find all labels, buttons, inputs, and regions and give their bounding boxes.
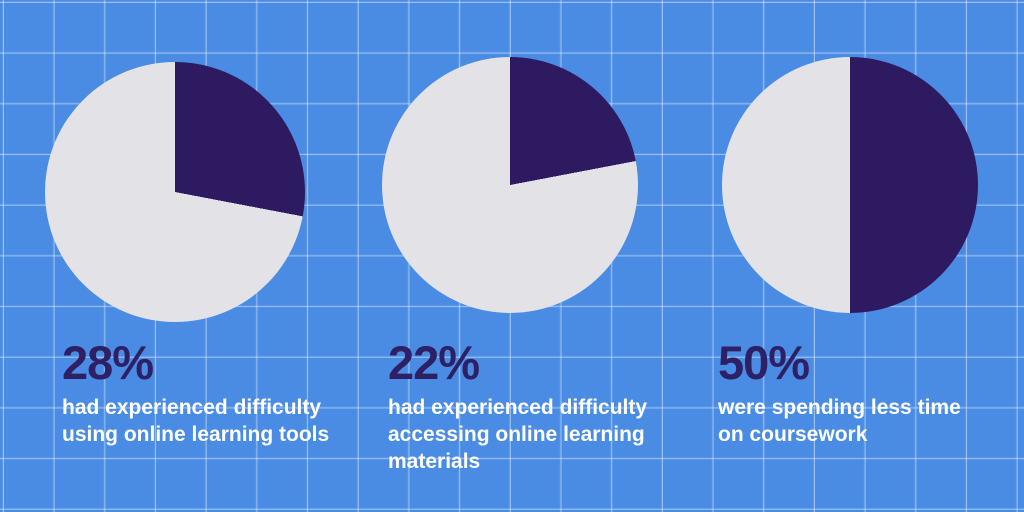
stat-block-1: 28% had experienced difficulty using onl… [62, 336, 362, 448]
pie-chart-online-learning-materials [382, 57, 638, 313]
stat-description-2: had experienced difficulty accessing onl… [388, 395, 648, 473]
stat-block-2: 22% had experienced difficulty accessing… [388, 336, 688, 475]
stat-number-1: 28% [62, 336, 154, 389]
stat-number-2: 22% [388, 336, 480, 389]
stat-block-3: 50% were spending less time on coursewor… [718, 336, 1018, 448]
pie-chart-less-time-coursework [722, 57, 978, 313]
stat-number-3: 50% [718, 336, 810, 389]
pie-chart-online-learning-tools [45, 62, 305, 322]
stat-description-1: had experienced difficulty using online … [62, 395, 330, 446]
stat-description-3: were spending less time on coursework [718, 395, 961, 446]
